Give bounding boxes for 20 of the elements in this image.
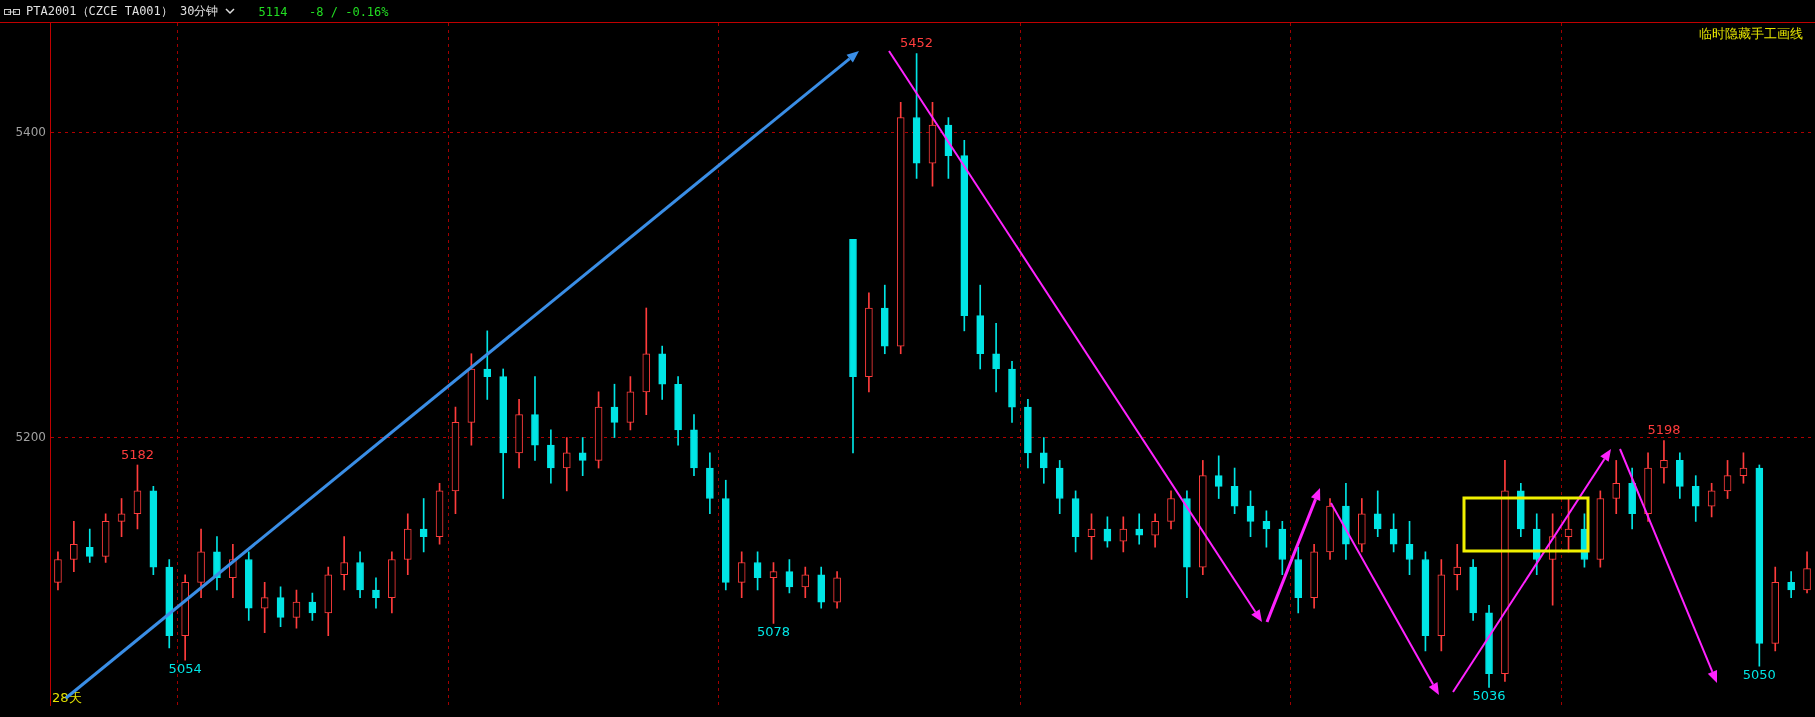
candlestick — [419, 498, 428, 553]
annotation: 临时隐藏手工画线 — [1699, 25, 1803, 41]
candlestick — [1453, 543, 1462, 591]
candlestick — [1660, 440, 1668, 484]
chart-subtitle: 5114 -8 / -0.16% — [258, 4, 389, 19]
annotation: 5050 — [1742, 667, 1776, 683]
candlestick — [372, 577, 380, 609]
annotation: 5182 — [120, 446, 154, 462]
y-tick-label: 5200 — [15, 429, 46, 444]
candlestick — [992, 322, 1000, 393]
chart-title: PTA2001（CZCE TA001） 30分钟 — [26, 3, 219, 20]
annotation: 5198 — [1647, 422, 1681, 438]
annotation: 5036 — [1472, 688, 1506, 704]
candlestick — [578, 437, 587, 476]
annotation: 5452 — [900, 35, 934, 51]
annotation: 5054 — [168, 660, 202, 676]
candlestick — [483, 330, 492, 400]
candlestick — [340, 536, 348, 591]
y-tick-label: 5400 — [15, 124, 46, 139]
annotation: 5078 — [756, 624, 791, 640]
